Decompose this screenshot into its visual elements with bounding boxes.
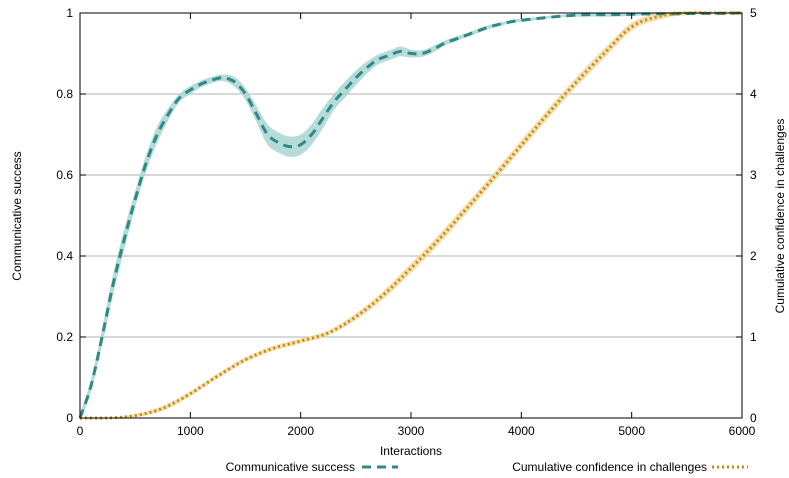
y2-tick-label: 2 — [750, 249, 757, 263]
y-axis-label: Communicative success — [10, 151, 24, 280]
series-lines — [78, 11, 743, 420]
series-line — [79, 11, 742, 420]
y2-tick-label: 1 — [750, 330, 757, 344]
y2-tick-label: 4 — [750, 87, 757, 101]
y2-tick-label: 3 — [750, 168, 757, 182]
legend-label-communicative-success: Communicative success — [226, 460, 355, 474]
y-tick-label: 0.8 — [56, 87, 73, 101]
grid-lines — [80, 93, 742, 338]
y-tick-label: 0 — [66, 411, 73, 425]
series-band — [80, 11, 742, 419]
legend-label-cumulative-confidence: Cumulative confidence in challenges — [512, 460, 707, 474]
x-tick-label: 3000 — [398, 424, 425, 438]
legend: Communicative success Cumulative confide… — [226, 460, 748, 474]
y-tick-label: 0.2 — [56, 330, 73, 344]
y-tick-label: 0.4 — [56, 249, 73, 263]
series-band — [80, 12, 742, 423]
y-tick-label: 1 — [66, 6, 73, 20]
x-axis-label: Interactions — [380, 444, 442, 458]
x-tick-label: 4000 — [508, 424, 535, 438]
y2-axis-label: Cumulative confidence in challenges — [773, 119, 787, 314]
x-tick-label: 1000 — [177, 424, 204, 438]
y2-tick-label: 5 — [750, 6, 757, 20]
plot-frame — [79, 12, 743, 419]
x-tick-label: 5000 — [618, 424, 645, 438]
series-line — [78, 11, 743, 419]
y2-tick-label: 0 — [750, 411, 757, 425]
x-tick-label: 6000 — [729, 424, 756, 438]
confidence-bands — [80, 11, 742, 423]
x-tick-label: 0 — [77, 424, 84, 438]
x-tick-label: 2000 — [287, 424, 314, 438]
axis-ticks: 0 0.2 0.4 0.6 0.8 1 0 1 2 3 4 5 0 1000 2000 3000 4000 500… — [56, 6, 757, 438]
y-tick-label: 0.6 — [56, 168, 73, 182]
